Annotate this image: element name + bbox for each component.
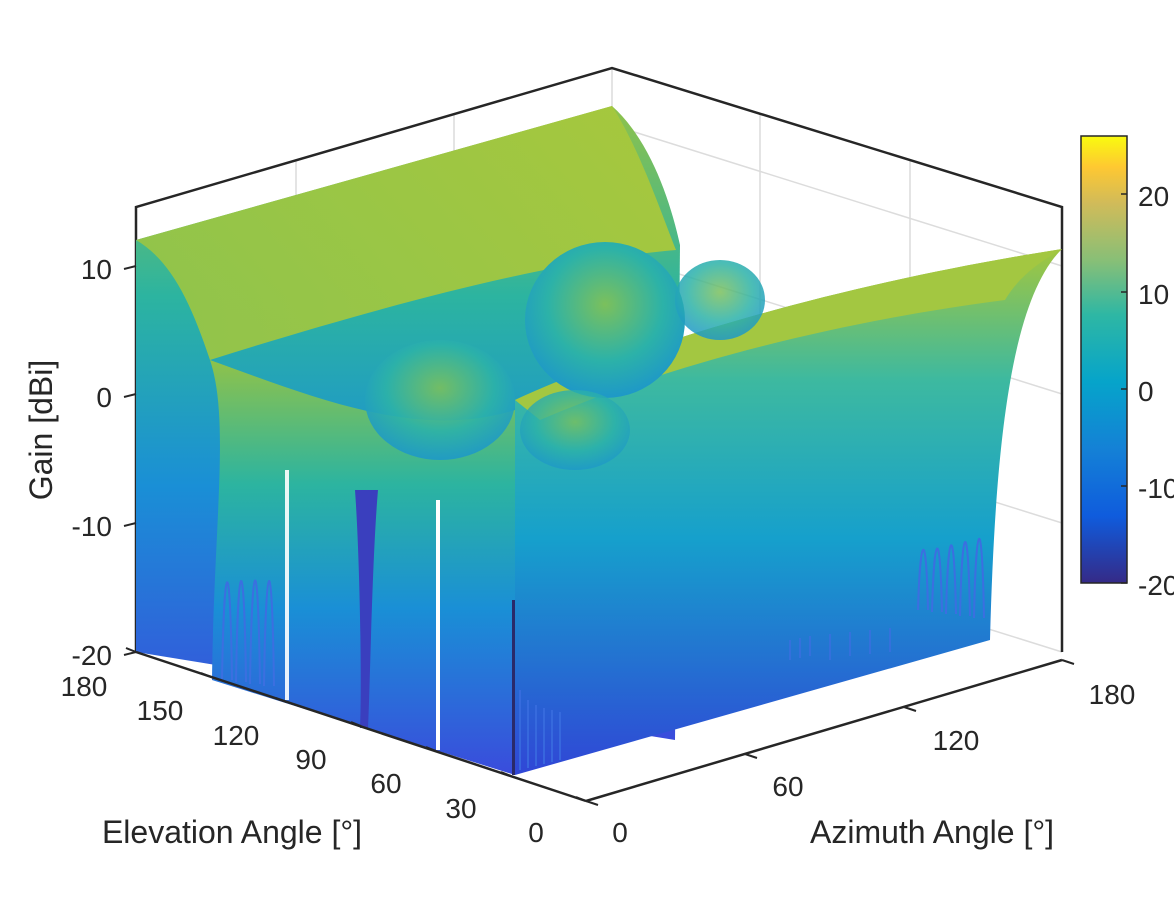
colorbar-tick-label: 0 — [1138, 376, 1154, 407]
elevation-tick-label: 120 — [213, 720, 260, 751]
elevation-tick-label: 180 — [61, 671, 108, 702]
z-tick-label: 10 — [81, 254, 112, 285]
z-axis: -20 -10 0 10 Gain [dBi] — [23, 254, 137, 671]
azimuth-tick-label: 120 — [933, 725, 980, 756]
gain-surface — [136, 106, 1062, 775]
azimuth-tick-label: 0 — [612, 817, 628, 848]
azimuth-tick-label: 60 — [772, 771, 803, 802]
elevation-axis-label: Elevation Angle [°] — [102, 814, 362, 850]
z-axis-label: Gain [dBi] — [23, 360, 59, 501]
colorbar-tick-label: -10 — [1138, 473, 1174, 504]
elevation-tick-label: 150 — [137, 695, 184, 726]
colorbar-tick-label: 10 — [1138, 279, 1169, 310]
azimuth-axis: 0 60 120 180 Azimuth Angle [°] — [585, 659, 1136, 850]
elevation-tick-label: 30 — [445, 793, 476, 824]
colorbar-scale — [1080, 135, 1128, 584]
z-tick-label: -20 — [72, 640, 112, 671]
colorbar-tick-label: -20 — [1138, 570, 1174, 601]
elevation-tick-label: 90 — [295, 744, 326, 775]
elevation-tick-label: 0 — [528, 817, 544, 848]
z-tick-label: -10 — [72, 511, 112, 542]
z-tick-label: 0 — [96, 382, 112, 413]
elevation-axis: 0 30 60 90 120 150 180 Elevation Angle [… — [61, 647, 587, 850]
azimuth-axis-label: Azimuth Angle [°] — [810, 814, 1054, 850]
elevation-tick-label: 60 — [370, 768, 401, 799]
azimuth-tick-label: 180 — [1089, 679, 1136, 710]
colorbar: -20 -10 0 10 20 — [1080, 135, 1174, 601]
colorbar-tick-label: 20 — [1138, 181, 1169, 212]
